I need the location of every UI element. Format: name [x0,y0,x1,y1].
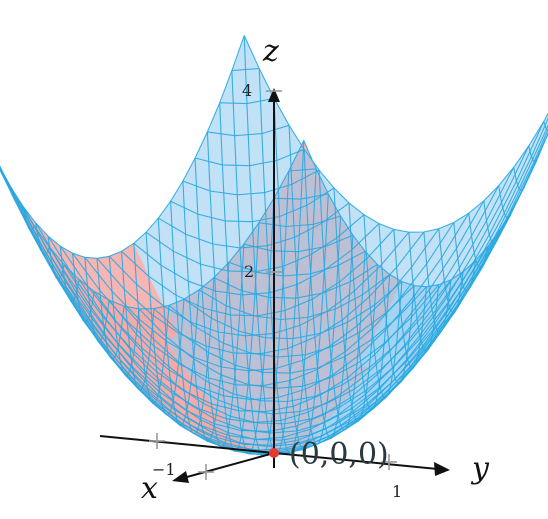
z-axis-arrowhead [268,88,280,102]
mesh-line [168,285,415,358]
mesh-line [273,193,329,200]
mesh-line [258,215,341,228]
origin-point [269,448,279,458]
tick-marks [149,90,397,480]
mesh-line [123,279,452,403]
y-tick-label-1: 1 [392,482,402,501]
x-axis-arrowhead [172,471,189,483]
mesh-line [213,263,378,299]
mesh-line [108,271,464,415]
origin-label: (0,0,0) [289,437,389,472]
mesh-line [198,274,391,321]
z-tick-label-2: 2 [244,262,254,281]
mesh-line [48,209,513,447]
z-tick-label-4: 4 [242,81,252,100]
mesh-line [228,250,366,277]
mesh-line [243,234,354,253]
mesh-line [393,229,428,370]
axes: z y x 4 2 −1 1 (0,0,0) [99,34,490,506]
mesh-line [528,145,538,163]
mesh-line [153,286,427,374]
z-axis-label: z [262,34,279,69]
mesh-line [288,168,317,172]
x-axis [175,452,275,481]
mesh-line [138,284,440,389]
y-axis-arrowhead [434,462,450,476]
mesh-line [318,170,366,432]
mesh-line [408,232,440,353]
mesh-line [468,213,489,270]
mesh-line [378,223,415,385]
mesh-line [183,281,403,340]
mesh-line [93,260,476,425]
mesh-line [333,187,378,422]
mesh-line [423,231,452,334]
mesh-line [483,200,501,245]
mesh-line [453,222,477,293]
x-axis-label: x [141,471,158,506]
surface-patch [0,169,2,174]
mesh-line [0,35,548,310]
mesh-line [498,185,513,219]
paraboloid-surface [0,35,548,456]
mesh-line [273,98,329,451]
mesh-line [438,228,464,314]
mesh-line [543,121,548,132]
x-tick-label-neg1: −1 [152,460,176,479]
mesh-line [63,229,501,441]
y-axis-label: y [470,451,490,486]
